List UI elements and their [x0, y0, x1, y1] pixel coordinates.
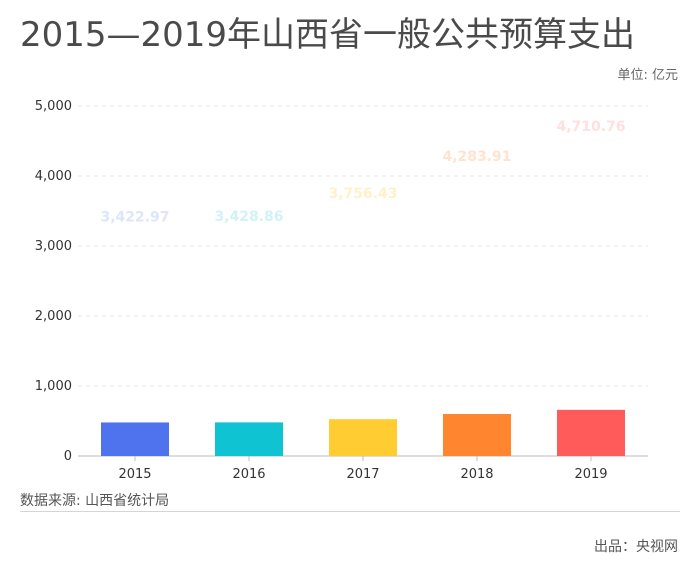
- bar-value-label: 3,422.97: [100, 209, 169, 225]
- y-tick-label: 2,000: [35, 309, 72, 324]
- bar: [443, 414, 511, 456]
- bar-value-label: 4,710.76: [556, 119, 625, 135]
- bar: [101, 422, 169, 456]
- divider: [20, 511, 680, 512]
- bar-value-label: 4,283.91: [442, 149, 511, 165]
- y-tick-label: 1,000: [35, 379, 72, 394]
- bar: [557, 409, 625, 456]
- x-tick-label: 2016: [232, 467, 265, 482]
- bar-value-label: 3,428.86: [214, 209, 283, 225]
- publisher-credit: 出品：央视网: [594, 539, 678, 555]
- bar-chart: 0 1,000 2,000 3,000 4,000 5,000 3,422.97 2015 3,…: [35, 99, 648, 482]
- bar-value-label: 3,756.43: [328, 186, 397, 202]
- y-tick-label: 5,000: [35, 99, 72, 114]
- x-tick-label: 2019: [574, 467, 607, 482]
- y-tick-label: 0: [64, 449, 72, 464]
- bar: [329, 419, 397, 456]
- unit-label: 单位: 亿元: [617, 68, 678, 83]
- data-source: 数据来源: 山西省统计局: [20, 493, 170, 509]
- y-tick-label: 3,000: [35, 239, 72, 254]
- chart-title: 2015—2019年山西省一般公共预算支出: [20, 15, 636, 55]
- x-tick-label: 2018: [460, 467, 493, 482]
- x-tick-label: 2015: [118, 467, 151, 482]
- bar: [215, 422, 283, 456]
- x-tick-label: 2017: [346, 467, 379, 482]
- y-tick-label: 4,000: [35, 169, 72, 184]
